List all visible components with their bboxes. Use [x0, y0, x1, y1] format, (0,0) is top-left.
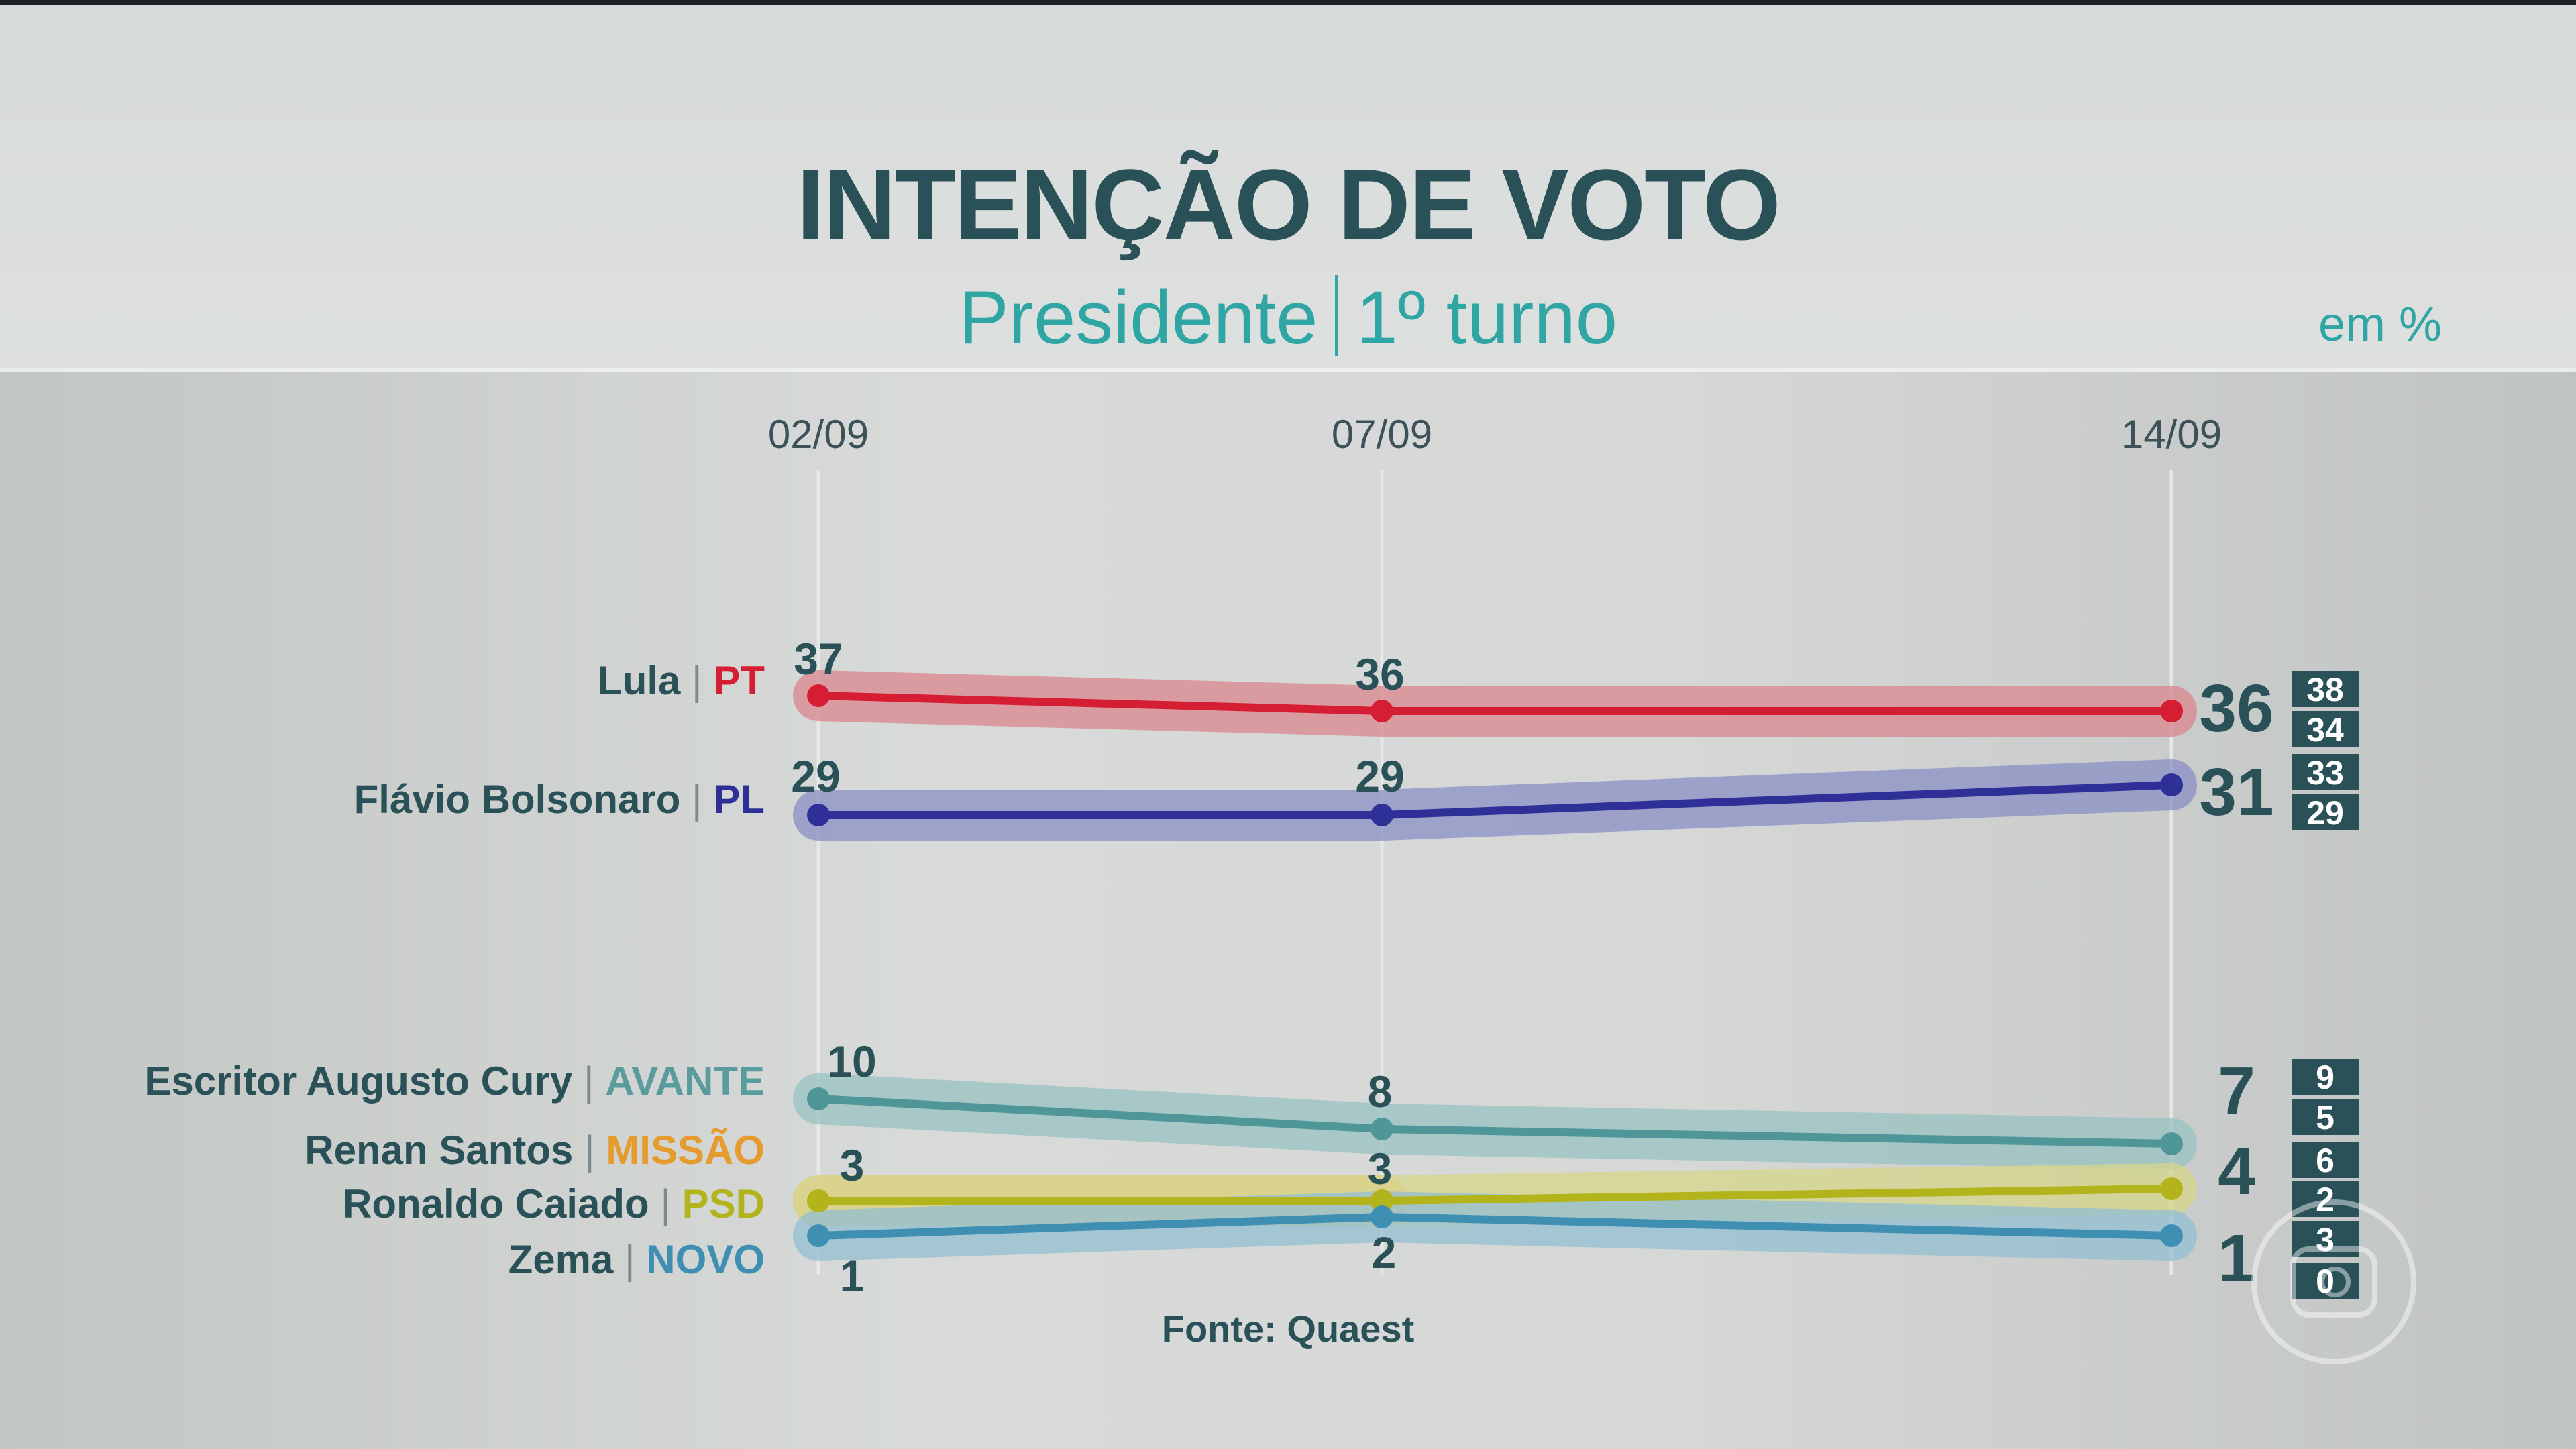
final-value-label: 31 — [2199, 755, 2273, 830]
series-point-4-0 — [807, 1189, 830, 1212]
legend-entry-4: Ronaldo Caiado | PSD — [343, 1181, 765, 1226]
legend-separator: | — [572, 1059, 605, 1104]
legend-name: Renan Santos — [305, 1128, 573, 1173]
x-tick-label: 02/09 — [768, 412, 869, 457]
legend-separator: | — [573, 1128, 606, 1173]
series-point-4-2 — [2160, 1177, 2183, 1200]
legend-party: AVANTE — [605, 1059, 765, 1104]
point-label: 2 — [1372, 1228, 1397, 1277]
chart-title: INTENÇÃO DE VOTO — [796, 148, 1780, 261]
legend-party: PL — [713, 777, 765, 822]
range-box-value: 34 — [2306, 711, 2344, 749]
final-value-label: 4 — [2218, 1134, 2255, 1209]
x-tick-label: 07/09 — [1332, 412, 1432, 457]
legend-separator: | — [680, 777, 713, 822]
series-point-0-1 — [1371, 700, 1393, 722]
header-divider — [0, 368, 2576, 372]
point-label: 29 — [1355, 751, 1404, 801]
final-value-label: 1 — [2218, 1221, 2255, 1296]
legend-entry-1: Flávio Bolsonaro | PL — [354, 777, 765, 822]
series-point-2-2 — [2160, 1132, 2183, 1155]
legend-entry-3: Renan Santos | MISSÃO — [305, 1128, 765, 1173]
source-note: Fonte: Quaest — [1161, 1307, 1415, 1350]
series-point-2-1 — [1371, 1118, 1393, 1140]
range-box-value: 9 — [2316, 1059, 2334, 1096]
point-label: 29 — [791, 751, 840, 801]
range-box-value: 29 — [2306, 794, 2344, 832]
final-value-label: 7 — [2218, 1053, 2255, 1128]
series-point-0-2 — [2160, 700, 2183, 722]
range-box-bg — [2292, 671, 2359, 707]
legend-name: Lula — [598, 658, 681, 703]
legend-entry-0: Lula | PT — [598, 658, 765, 703]
point-label: 8 — [1368, 1067, 1393, 1116]
final-value-label: 36 — [2199, 671, 2273, 746]
point-label: 37 — [794, 634, 843, 684]
series-point-5-1 — [1371, 1205, 1393, 1228]
legend-entry-2: Escritor Augusto Cury | AVANTE — [144, 1059, 765, 1104]
legend-name: Escritor Augusto Cury — [144, 1059, 572, 1104]
unit-label: em % — [2318, 298, 2442, 352]
point-label: 10 — [827, 1036, 876, 1086]
series-point-1-1 — [1371, 804, 1393, 826]
range-box-bg — [2292, 1059, 2359, 1095]
subtitle-round: 1º turno — [1356, 276, 1618, 360]
subtitle-office: Presidente — [958, 276, 1318, 360]
legend-party: PSD — [682, 1181, 765, 1226]
range-box-bg — [2292, 794, 2359, 830]
range-box: 34 — [2292, 711, 2359, 749]
point-label: 36 — [1355, 649, 1404, 699]
point-label: 3 — [1368, 1144, 1393, 1193]
legend-name: Zema — [508, 1237, 614, 1282]
legend-name: Ronaldo Caiado — [343, 1181, 649, 1226]
range-box-value: 6 — [2316, 1142, 2334, 1179]
legend-party: PT — [713, 658, 765, 703]
range-box-bg — [2292, 754, 2359, 790]
top-frame-bar — [0, 0, 2576, 5]
range-box-value: 38 — [2306, 671, 2344, 708]
range-box-value: 33 — [2306, 754, 2344, 792]
range-box-bg — [2292, 1099, 2359, 1135]
x-tick-label: 14/09 — [2121, 412, 2222, 457]
range-box: 9 — [2292, 1059, 2359, 1096]
series-point-1-0 — [807, 804, 830, 826]
range-box-bg — [2292, 711, 2359, 747]
series-point-0-0 — [807, 684, 830, 707]
point-label: 1 — [840, 1251, 865, 1301]
range-box: 29 — [2292, 794, 2359, 832]
series-point-5-0 — [807, 1224, 830, 1247]
header-panel — [0, 5, 2576, 368]
range-box: 38 — [2292, 671, 2359, 708]
legend-party: MISSÃO — [606, 1128, 765, 1173]
subtitle-separator — [1335, 275, 1339, 356]
range-box-value: 5 — [2316, 1099, 2334, 1136]
tv-globo-logo-icon — [2251, 1199, 2416, 1364]
point-label: 3 — [840, 1140, 865, 1190]
range-box: 6 — [2292, 1142, 2359, 1179]
series-point-5-2 — [2160, 1224, 2183, 1247]
legend-name: Flávio Bolsonaro — [354, 777, 681, 822]
chart-subtitle: Presidente 1º turno — [0, 275, 2576, 356]
range-box: 5 — [2292, 1099, 2359, 1136]
series-point-4-1 — [1371, 1189, 1393, 1212]
legend-separator: | — [613, 1237, 646, 1282]
legend-separator: | — [680, 658, 713, 703]
series-point-1-2 — [2160, 773, 2183, 796]
range-box-bg — [2292, 1142, 2359, 1178]
range-box: 33 — [2292, 754, 2359, 792]
legend-separator: | — [649, 1181, 682, 1226]
series-point-2-0 — [807, 1087, 830, 1110]
legend-entry-5: Zema | NOVO — [508, 1237, 765, 1282]
legend-party: NOVO — [646, 1237, 765, 1282]
